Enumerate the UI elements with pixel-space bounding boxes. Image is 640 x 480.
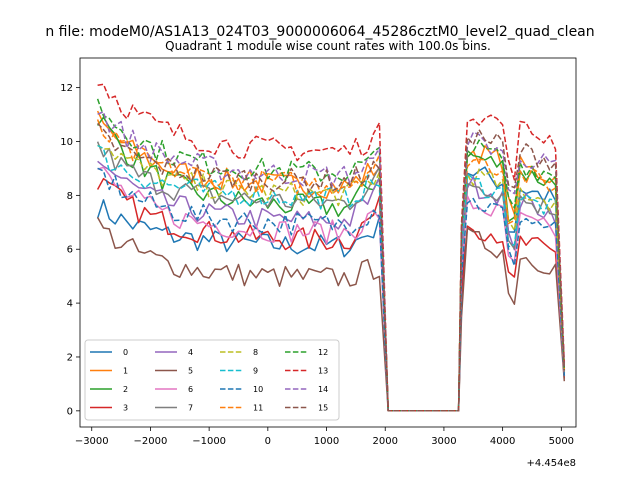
y-tick-label: 10 [60,137,73,148]
axes-title: Quadrant 1 module wise count rates with … [165,39,491,53]
legend-label-10: 10 [253,385,263,394]
legend-label-2: 2 [123,385,128,394]
series-line-12 [96,98,566,412]
legend-label-9: 9 [253,367,258,376]
x-tick-label: 0 [265,436,271,447]
x-tick-label: 1000 [314,436,339,447]
y-tick-label: 6 [67,245,73,256]
legend-label-11: 11 [253,404,263,413]
x-tick-label: 5000 [549,436,574,447]
x-tick-label: 2000 [373,436,398,447]
plot-area [96,83,566,412]
legend-label-7: 7 [188,404,193,413]
series-line-0 [96,166,566,412]
series-line-11 [96,119,566,412]
x-offset-label: +4.454e8 [526,458,576,469]
x-tick-label: 3000 [431,436,456,447]
figure-suptitle: n file: modeM0/AS1A13_024T03_9000006064_… [45,24,594,40]
x-tick-label: −2000 [134,436,168,447]
legend-label-6: 6 [188,385,193,394]
legend-label-8: 8 [253,348,258,357]
series-line-3 [96,177,566,412]
y-tick-label: 12 [60,83,73,94]
series-line-6 [97,166,566,412]
legend-label-1: 1 [123,367,128,376]
series-line-2 [96,116,566,412]
series-line-15 [97,122,566,412]
y-axis: 0 2 4 6 8 10 12 [60,83,80,417]
series-line-9 [97,144,566,412]
legend-label-3: 3 [123,404,128,413]
series-line-8 [97,144,566,412]
legend-label-5: 5 [188,367,193,376]
y-tick-label: 0 [67,406,73,417]
axes-frame [79,57,577,428]
series-line-5 [96,217,566,412]
legend-label-0: 0 [123,348,128,357]
x-axis: −3000 −2000 −1000 0 1000 2000 3000 4000 5000 [75,427,574,447]
y-tick-label: 2 [67,352,73,363]
legend-label-15: 15 [318,404,328,413]
x-tick-label: 4000 [490,436,515,447]
legend-label-14: 14 [318,385,328,394]
series-line-13 [97,83,566,412]
series-line-10 [97,167,566,412]
x-tick-label: −1000 [192,436,226,447]
x-tick-label: −3000 [75,436,109,447]
legend-label-13: 13 [318,367,328,376]
legend-label-12: 12 [318,348,328,357]
series-line-4 [97,160,566,412]
series-line-14 [97,111,566,412]
y-tick-label: 4 [67,299,73,310]
y-tick-label: 8 [67,191,73,202]
legend-label-4: 4 [188,348,193,357]
legend-box [84,339,340,421]
